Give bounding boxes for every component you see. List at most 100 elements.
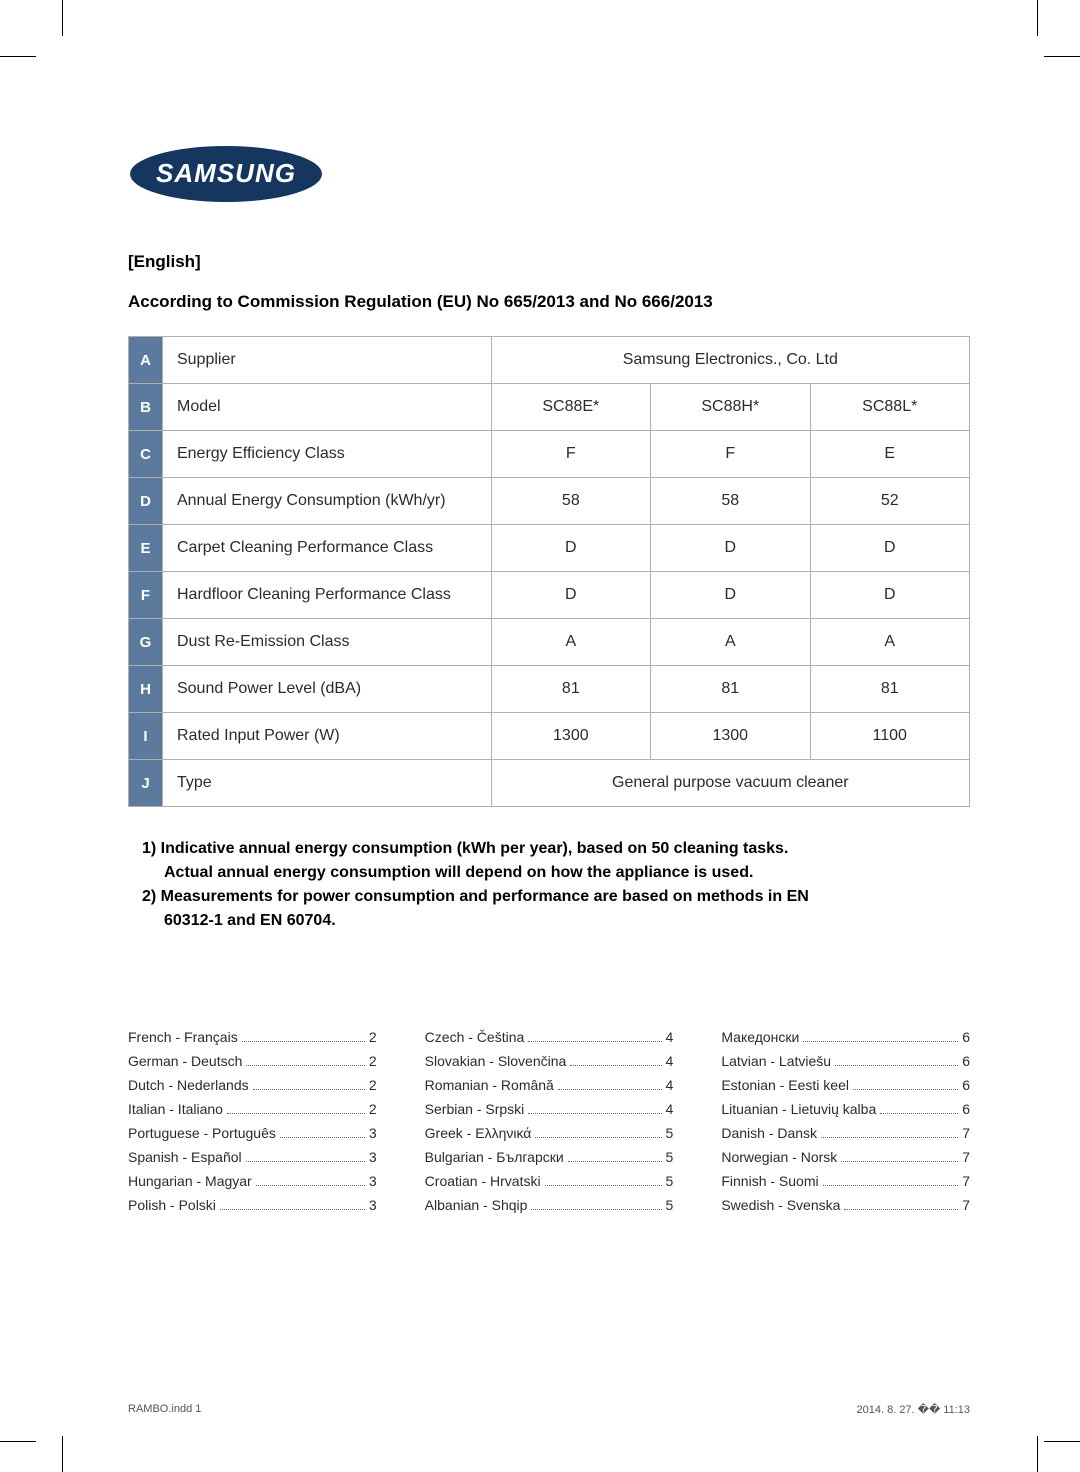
language-entry: Spanish - Español 3 xyxy=(128,1149,377,1165)
language-page: 6 xyxy=(962,1101,970,1117)
language-entry: Polish - Polski 3 xyxy=(128,1197,377,1213)
language-name: Lituanian - Lietuvių kalba xyxy=(721,1101,876,1117)
row-value: SC88E* xyxy=(491,384,650,431)
spec-table-body: ASupplierSamsung Electronics., Co. LtdBM… xyxy=(129,337,970,807)
row-letter: I xyxy=(129,713,163,760)
language-page: 4 xyxy=(666,1101,674,1117)
language-entry: German - Deutsch 2 xyxy=(128,1053,377,1069)
language-name: Norwegian - Norsk xyxy=(721,1149,837,1165)
language-entry: Italian - Italiano 2 xyxy=(128,1101,377,1117)
print-footer: RAMBO.indd 1 2014. 8. 27. �� 11:13 xyxy=(128,1403,970,1416)
table-row: CEnergy Efficiency ClassFFE xyxy=(129,431,970,478)
language-name: Swedish - Svenska xyxy=(721,1197,840,1213)
language-name: Romanian - Română xyxy=(425,1077,554,1093)
row-value: 81 xyxy=(810,666,969,713)
language-name: Portuguese - Português xyxy=(128,1125,276,1141)
language-page: 6 xyxy=(962,1053,970,1069)
footer-right: 2014. 8. 27. �� 11:13 xyxy=(857,1403,971,1416)
crop-mark xyxy=(0,56,36,57)
language-entry: Latvian - Latviešu 6 xyxy=(721,1053,970,1069)
language-entry: Czech - Čeština 4 xyxy=(425,1029,674,1045)
leader-dots xyxy=(570,1065,661,1066)
language-page: 4 xyxy=(666,1029,674,1045)
leader-dots xyxy=(227,1113,365,1114)
crop-mark xyxy=(1037,0,1038,36)
leader-dots xyxy=(528,1041,661,1042)
language-entry: Greek - Ελληνικά 5 xyxy=(425,1125,674,1141)
row-value: 81 xyxy=(651,666,810,713)
language-page: 5 xyxy=(666,1173,674,1189)
language-name: Slovakian - Slovenčina xyxy=(425,1053,567,1069)
language-entry: French - Français 2 xyxy=(128,1029,377,1045)
language-page: 7 xyxy=(962,1125,970,1141)
crop-mark xyxy=(0,1441,36,1442)
language-name: Hungarian - Magyar xyxy=(128,1173,252,1189)
language-entry: Finnish - Suomi 7 xyxy=(721,1173,970,1189)
row-value: 1300 xyxy=(491,713,650,760)
language-page: 2 xyxy=(369,1029,377,1045)
samsung-logo: SAMSUNG xyxy=(128,144,324,204)
row-value: D xyxy=(810,572,969,619)
row-value: 81 xyxy=(491,666,650,713)
language-page: 4 xyxy=(666,1077,674,1093)
row-value: E xyxy=(810,431,969,478)
row-value: 1300 xyxy=(651,713,810,760)
table-row: DAnnual Energy Consumption (kWh/yr)58585… xyxy=(129,478,970,525)
leader-dots xyxy=(844,1209,958,1210)
row-value: A xyxy=(810,619,969,666)
leader-dots xyxy=(256,1185,365,1186)
table-row: ECarpet Cleaning Performance ClassDDD xyxy=(129,525,970,572)
language-page: 3 xyxy=(369,1173,377,1189)
row-label: Supplier xyxy=(162,337,491,384)
leader-dots xyxy=(853,1089,958,1090)
notes-block: 1) Indicative annual energy consumption … xyxy=(128,837,970,933)
language-name: Greek - Ελληνικά xyxy=(425,1125,532,1141)
row-value: D xyxy=(491,572,650,619)
row-value: SC88L* xyxy=(810,384,969,431)
row-value: General purpose vacuum cleaner xyxy=(491,760,969,807)
table-row: HSound Power Level (dBA)818181 xyxy=(129,666,970,713)
row-label: Type xyxy=(162,760,491,807)
note-1-line-b: Actual annual energy consumption will de… xyxy=(142,861,970,885)
crop-mark xyxy=(1044,56,1080,57)
language-col-2: Czech - Čeština 4 Slovakian - Slovenčina … xyxy=(425,1029,674,1221)
row-letter: G xyxy=(129,619,163,666)
row-value: 1100 xyxy=(810,713,969,760)
language-page: 2 xyxy=(369,1077,377,1093)
row-value: 58 xyxy=(491,478,650,525)
language-col-1: French - Français 2German - Deutsch 2Dut… xyxy=(128,1029,377,1221)
language-entry: Romanian - Română 4 xyxy=(425,1077,674,1093)
language-page: 5 xyxy=(666,1197,674,1213)
row-letter: B xyxy=(129,384,163,431)
language-name: Spanish - Español xyxy=(128,1149,242,1165)
language-page: 5 xyxy=(666,1125,674,1141)
leader-dots xyxy=(803,1041,958,1042)
language-col-3: Македонски 6Latvian - Latviešu 6Estonian… xyxy=(721,1029,970,1221)
language-page: 3 xyxy=(369,1125,377,1141)
row-value: A xyxy=(491,619,650,666)
language-page: 7 xyxy=(962,1149,970,1165)
crop-mark xyxy=(62,1436,63,1472)
language-page: 6 xyxy=(962,1077,970,1093)
row-label: Sound Power Level (dBA) xyxy=(162,666,491,713)
language-name: Polish - Polski xyxy=(128,1197,216,1213)
language-entry: Македонски 6 xyxy=(721,1029,970,1045)
row-value: 58 xyxy=(651,478,810,525)
row-value: 52 xyxy=(810,478,969,525)
crop-mark xyxy=(1044,1441,1080,1442)
row-letter: A xyxy=(129,337,163,384)
page-content: SAMSUNG [English] According to Commissio… xyxy=(0,0,1080,1221)
leader-dots xyxy=(821,1137,958,1138)
row-label: Carpet Cleaning Performance Class xyxy=(162,525,491,572)
row-letter: C xyxy=(129,431,163,478)
row-letter: D xyxy=(129,478,163,525)
leader-dots xyxy=(535,1137,661,1138)
language-entry: Slovakian - Slovenčina 4 xyxy=(425,1053,674,1069)
language-entry: Lituanian - Lietuvių kalba 6 xyxy=(721,1101,970,1117)
language-index: French - Français 2German - Deutsch 2Dut… xyxy=(128,1029,970,1221)
language-name: Latvian - Latviešu xyxy=(721,1053,831,1069)
row-value: F xyxy=(491,431,650,478)
language-name: French - Français xyxy=(128,1029,238,1045)
footer-left: RAMBO.indd 1 xyxy=(128,1403,201,1416)
leader-dots xyxy=(280,1137,365,1138)
